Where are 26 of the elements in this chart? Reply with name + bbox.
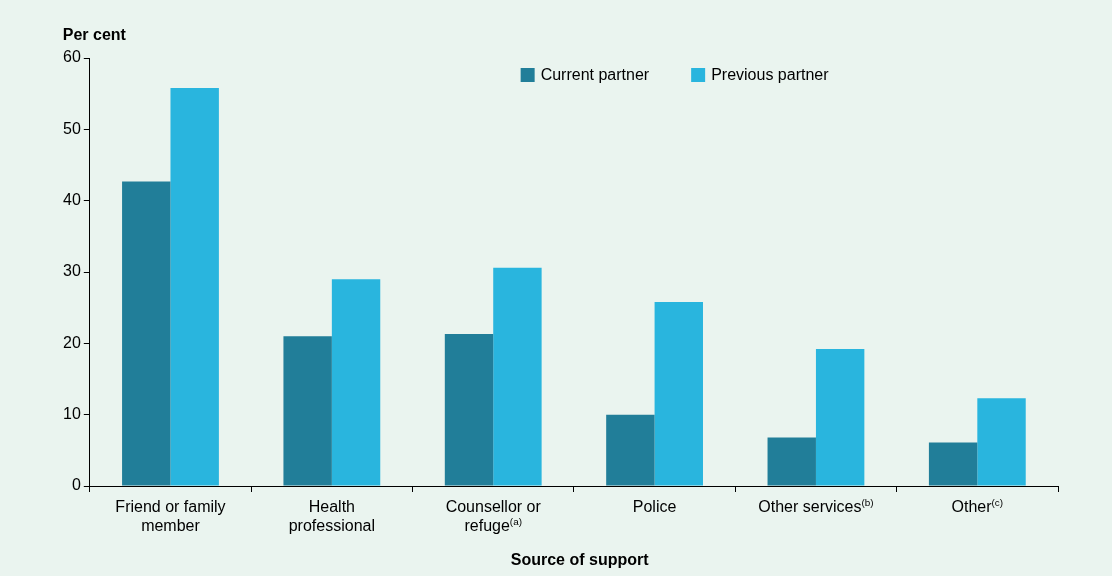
y-tick-label: 30 — [63, 262, 81, 280]
x-axis-title: Source of support — [510, 551, 650, 568]
y-tick-label: 50 — [63, 119, 81, 137]
bar — [606, 414, 655, 486]
y-tick-label: 10 — [63, 405, 81, 423]
bar — [444, 334, 494, 486]
y-tick-label: 40 — [63, 191, 81, 209]
bar — [122, 181, 171, 486]
x-tick-label: Health professional — [288, 498, 375, 534]
bar — [767, 437, 816, 486]
y-tick-label: 20 — [63, 333, 81, 351]
bar — [654, 301, 703, 486]
y-tick-label: 0 — [71, 476, 81, 494]
bar — [331, 279, 381, 486]
bar — [170, 87, 219, 486]
bar — [493, 267, 542, 486]
bar — [928, 442, 978, 486]
y-axis-title: Per cent — [62, 26, 127, 43]
legend-label: Current partner — [540, 66, 650, 84]
y-tick-label: 60 — [63, 48, 81, 66]
bar — [815, 349, 865, 486]
x-tick-label: Friend or family member — [115, 498, 226, 534]
legend-label: Previous partner — [711, 66, 830, 84]
bar — [283, 336, 332, 486]
bar — [977, 398, 1026, 486]
x-tick-label: Police — [632, 498, 677, 515]
